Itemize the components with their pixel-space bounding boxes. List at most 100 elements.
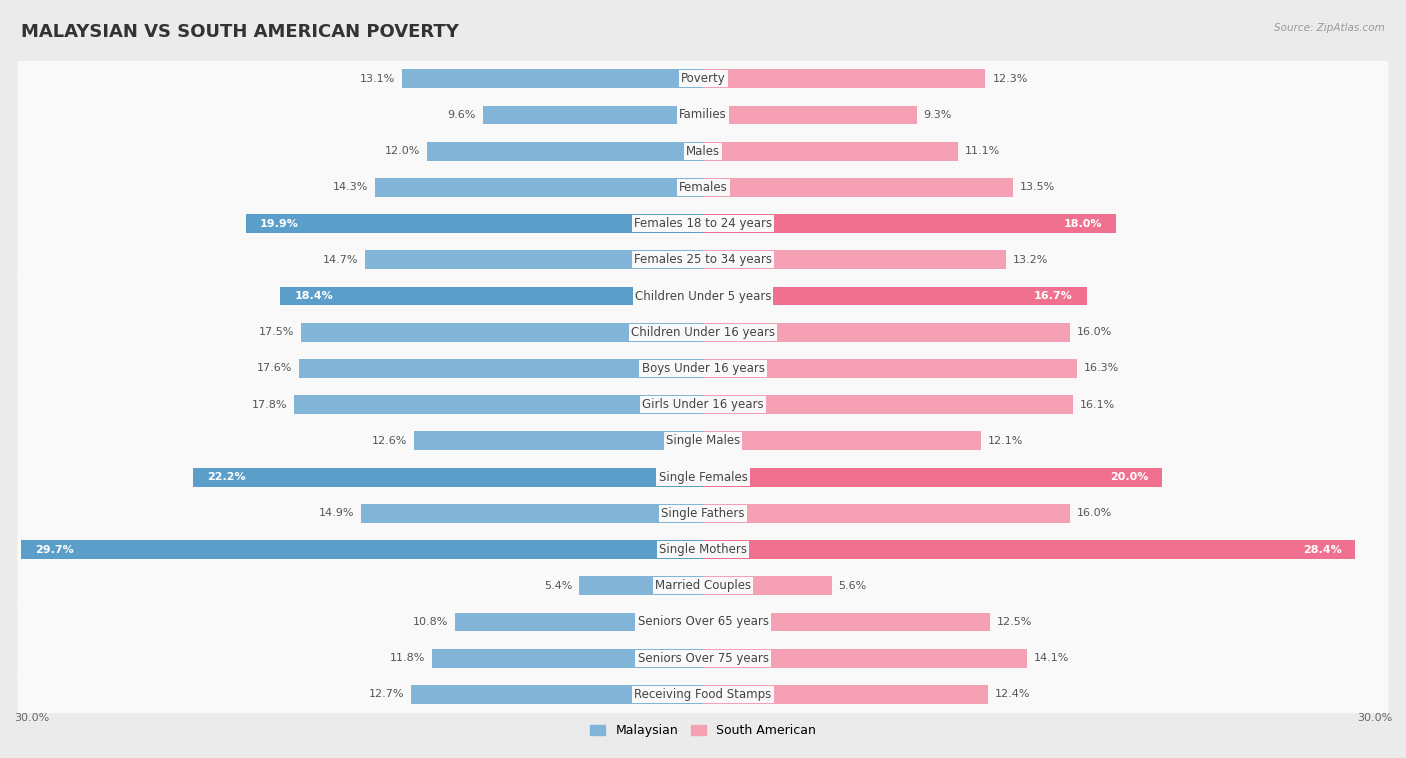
FancyBboxPatch shape	[17, 346, 1389, 391]
Text: Seniors Over 75 years: Seniors Over 75 years	[637, 652, 769, 665]
Bar	[301, 323, 703, 342]
Bar	[703, 105, 917, 124]
Text: 12.4%: 12.4%	[994, 690, 1031, 700]
Text: 18.0%: 18.0%	[1064, 218, 1102, 229]
Text: 16.3%: 16.3%	[1084, 364, 1119, 374]
Bar	[703, 612, 990, 631]
Bar	[246, 215, 703, 233]
FancyBboxPatch shape	[17, 273, 1389, 319]
Text: 17.8%: 17.8%	[252, 399, 287, 409]
Text: 11.1%: 11.1%	[965, 146, 1000, 156]
Text: MALAYSIAN VS SOUTH AMERICAN POVERTY: MALAYSIAN VS SOUTH AMERICAN POVERTY	[21, 23, 458, 41]
Text: Single Mothers: Single Mothers	[659, 543, 747, 556]
Text: 12.7%: 12.7%	[368, 690, 405, 700]
Text: Poverty: Poverty	[681, 72, 725, 85]
Text: 12.1%: 12.1%	[988, 436, 1024, 446]
FancyBboxPatch shape	[17, 599, 1389, 645]
Text: 14.9%: 14.9%	[318, 509, 354, 518]
Bar	[703, 287, 1087, 305]
Text: 5.6%: 5.6%	[838, 581, 866, 590]
Bar	[299, 359, 703, 378]
Bar	[21, 540, 703, 559]
Bar	[374, 178, 703, 197]
Text: 16.0%: 16.0%	[1077, 327, 1112, 337]
Bar	[412, 685, 703, 704]
Text: Males: Males	[686, 145, 720, 158]
Text: Single Males: Single Males	[666, 434, 740, 447]
Text: Single Fathers: Single Fathers	[661, 507, 745, 520]
FancyBboxPatch shape	[17, 563, 1389, 609]
Text: 13.5%: 13.5%	[1019, 183, 1054, 193]
Text: 30.0%: 30.0%	[1357, 713, 1392, 722]
Text: 22.2%: 22.2%	[207, 472, 246, 482]
Text: 20.0%: 20.0%	[1111, 472, 1149, 482]
FancyBboxPatch shape	[17, 527, 1389, 572]
Bar	[703, 504, 1070, 523]
Bar	[361, 504, 703, 523]
Text: Females 25 to 34 years: Females 25 to 34 years	[634, 253, 772, 266]
Bar	[427, 142, 703, 161]
Text: 13.1%: 13.1%	[360, 74, 395, 83]
Bar	[413, 431, 703, 450]
Text: 28.4%: 28.4%	[1303, 544, 1341, 555]
Bar	[579, 576, 703, 595]
Text: 19.9%: 19.9%	[260, 218, 298, 229]
Bar	[703, 431, 981, 450]
Text: Children Under 5 years: Children Under 5 years	[634, 290, 772, 302]
Text: 12.0%: 12.0%	[385, 146, 420, 156]
Bar	[482, 105, 703, 124]
Text: 12.6%: 12.6%	[371, 436, 406, 446]
Bar	[193, 468, 703, 487]
Text: Seniors Over 65 years: Seniors Over 65 years	[637, 615, 769, 628]
Text: 12.5%: 12.5%	[997, 617, 1032, 627]
FancyBboxPatch shape	[17, 490, 1389, 536]
Text: Families: Families	[679, 108, 727, 121]
FancyBboxPatch shape	[17, 201, 1389, 246]
FancyBboxPatch shape	[17, 56, 1389, 102]
Bar	[703, 468, 1163, 487]
Text: 5.4%: 5.4%	[544, 581, 572, 590]
FancyBboxPatch shape	[17, 164, 1389, 210]
Text: 14.1%: 14.1%	[1033, 653, 1069, 663]
Bar	[703, 323, 1070, 342]
Bar	[703, 540, 1355, 559]
Text: 17.5%: 17.5%	[259, 327, 294, 337]
Text: Boys Under 16 years: Boys Under 16 years	[641, 362, 765, 375]
Bar	[703, 359, 1077, 378]
Text: 16.0%: 16.0%	[1077, 509, 1112, 518]
FancyBboxPatch shape	[17, 418, 1389, 464]
Text: 18.4%: 18.4%	[294, 291, 333, 301]
Bar	[280, 287, 703, 305]
Text: 16.7%: 16.7%	[1033, 291, 1073, 301]
Text: 30.0%: 30.0%	[14, 713, 49, 722]
FancyBboxPatch shape	[17, 237, 1389, 283]
Text: 9.3%: 9.3%	[924, 110, 952, 120]
Text: Receiving Food Stamps: Receiving Food Stamps	[634, 688, 772, 701]
Text: 14.7%: 14.7%	[323, 255, 359, 265]
Bar	[703, 250, 1007, 269]
Text: Females: Females	[679, 181, 727, 194]
Text: 11.8%: 11.8%	[389, 653, 425, 663]
Bar	[703, 685, 988, 704]
Text: Girls Under 16 years: Girls Under 16 years	[643, 398, 763, 411]
Bar	[703, 142, 957, 161]
Legend: Malaysian, South American: Malaysian, South American	[585, 719, 821, 742]
FancyBboxPatch shape	[17, 309, 1389, 355]
Text: Children Under 16 years: Children Under 16 years	[631, 326, 775, 339]
Bar	[703, 576, 831, 595]
Bar	[402, 69, 703, 88]
Text: Females 18 to 24 years: Females 18 to 24 years	[634, 217, 772, 230]
Bar	[703, 215, 1116, 233]
Text: Source: ZipAtlas.com: Source: ZipAtlas.com	[1274, 23, 1385, 33]
Bar	[294, 395, 703, 414]
Bar	[703, 395, 1073, 414]
Text: 9.6%: 9.6%	[447, 110, 475, 120]
Text: 16.1%: 16.1%	[1080, 399, 1115, 409]
Text: 12.3%: 12.3%	[993, 74, 1028, 83]
Bar	[703, 178, 1012, 197]
Bar	[366, 250, 703, 269]
FancyBboxPatch shape	[17, 672, 1389, 717]
Bar	[456, 612, 703, 631]
FancyBboxPatch shape	[17, 382, 1389, 428]
FancyBboxPatch shape	[17, 128, 1389, 174]
